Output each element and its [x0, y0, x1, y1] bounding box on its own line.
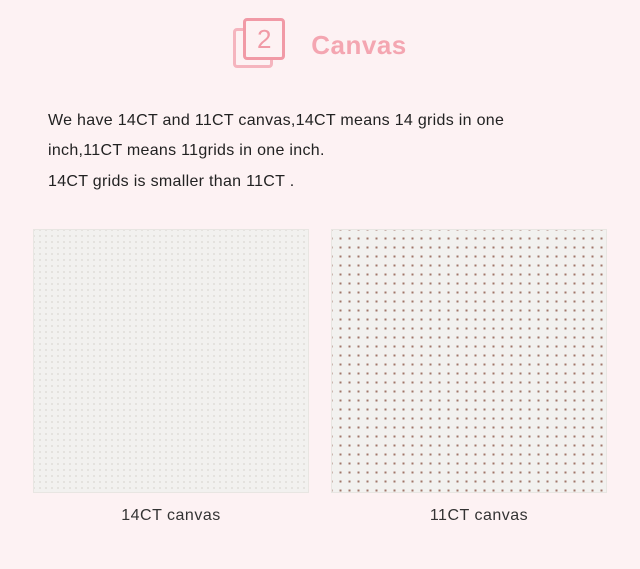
section-title: Canvas [311, 30, 407, 61]
swatch-11ct-image [331, 229, 607, 493]
description-line-2: inch,11CT means 11grids in one inch. [48, 136, 592, 166]
swatch-14ct-image [33, 229, 309, 493]
description-text: We have 14CT and 11CT canvas,14CT means … [0, 72, 640, 197]
swatch-11ct-column: 11CT canvas [331, 229, 607, 525]
canvas-swatches-row: 14CT canvas 11CT canvas [0, 197, 640, 525]
description-line-1: We have 14CT and 11CT canvas,14CT means … [48, 106, 592, 136]
swatch-14ct-column: 14CT canvas [33, 229, 309, 525]
badge-front-square: 2 [243, 18, 285, 60]
badge-number: 2 [257, 24, 271, 55]
swatch-11ct-label: 11CT canvas [430, 507, 528, 525]
section-header: 2 Canvas [0, 0, 640, 72]
description-line-3: 14CT grids is smaller than 11CT . [48, 167, 592, 197]
swatch-14ct-label: 14CT canvas [121, 507, 220, 525]
step-badge-icon: 2 [233, 18, 287, 72]
